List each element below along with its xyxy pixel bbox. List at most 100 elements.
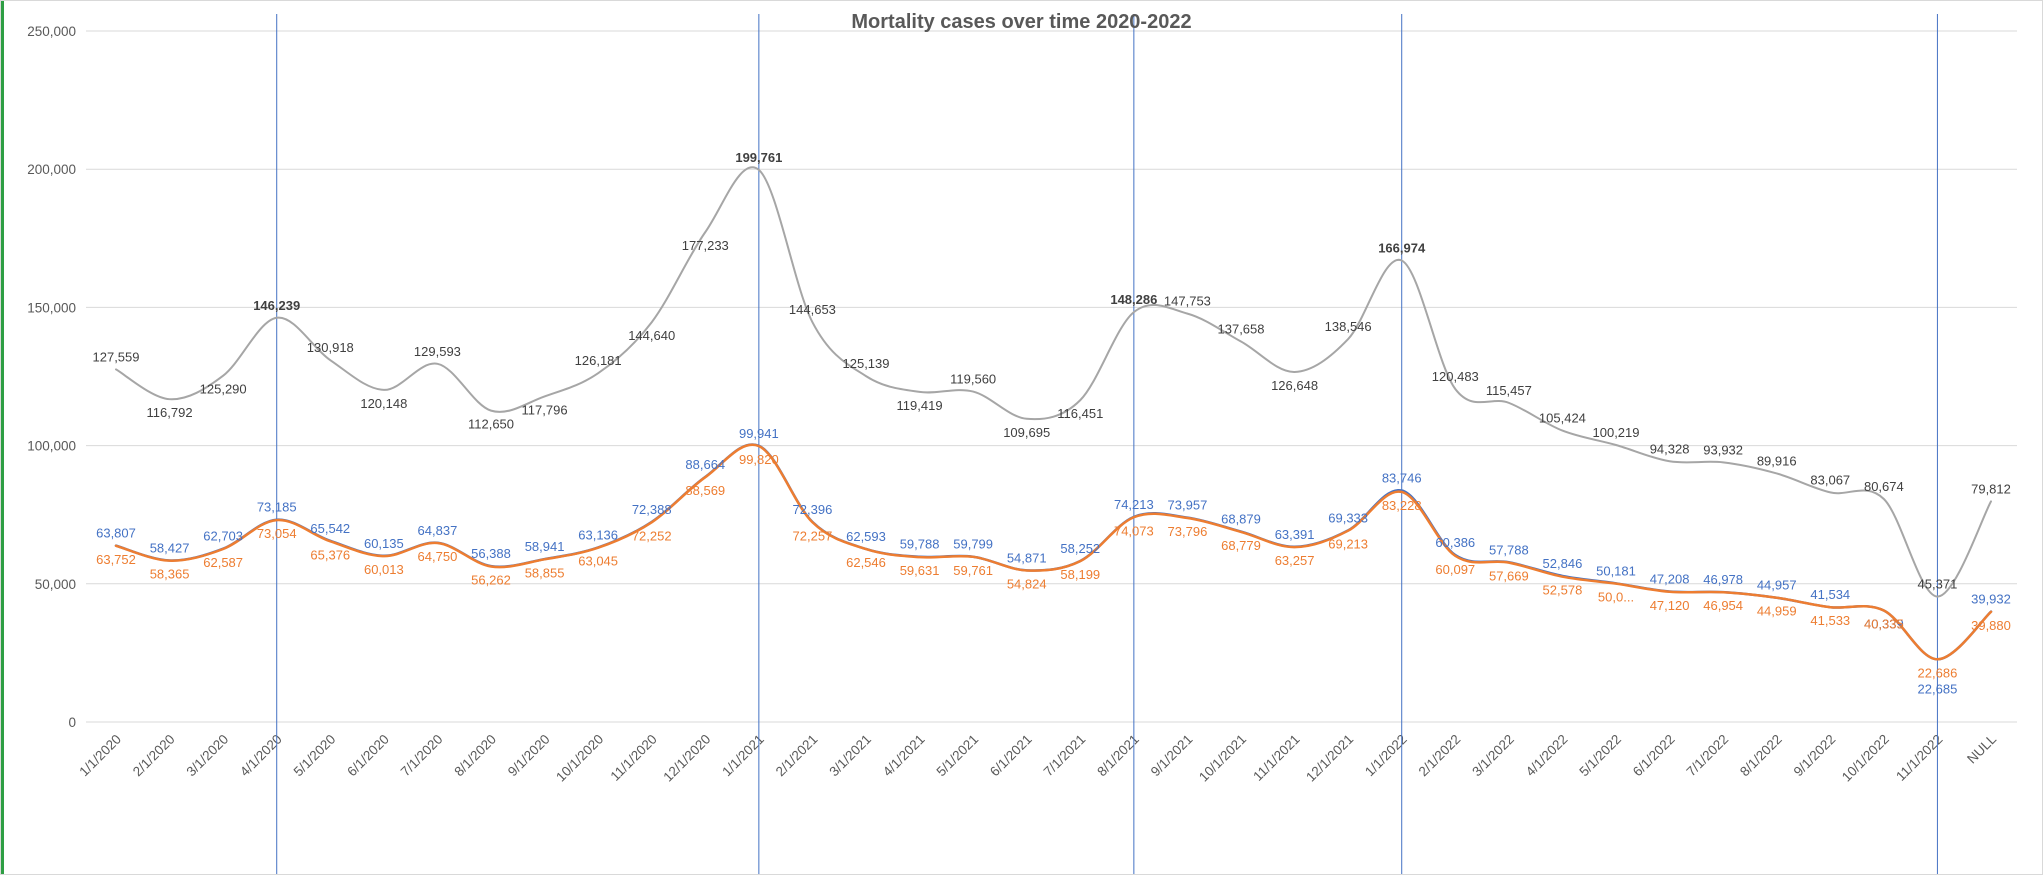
x-axis-tick-label: 7/1/2020 xyxy=(398,732,446,780)
gray-series-data-label: 144,653 xyxy=(789,302,836,317)
x-axis-tick-label: 10/1/2021 xyxy=(1196,732,1249,785)
blue-series-data-label: 58,941 xyxy=(525,539,565,554)
gray-series-data-label: 147,753 xyxy=(1164,294,1211,309)
x-axis-tick-label: 5/1/2022 xyxy=(1576,732,1624,780)
orange-series-data-label: 56,262 xyxy=(471,572,511,587)
x-axis-tick-label: 1/1/2020 xyxy=(76,732,124,780)
gray-series-data-label: 177,233 xyxy=(682,238,729,253)
orange-series-line xyxy=(114,443,1993,661)
blue-series-data-label: 57,788 xyxy=(1489,542,1529,557)
gray-series-data-label: 89,916 xyxy=(1757,453,1797,468)
gray-series-data-label: 125,290 xyxy=(200,382,247,397)
x-axis-tick-label: 6/1/2020 xyxy=(344,732,392,780)
x-axis-tick-label: 2/1/2020 xyxy=(130,732,178,780)
gray-series-data-label: 105,424 xyxy=(1539,411,1586,426)
orange-series-data-label: 54,824 xyxy=(1007,576,1047,591)
gray-series-data-label: 120,483 xyxy=(1432,369,1479,384)
gray-series-data-label: 126,181 xyxy=(575,353,622,368)
x-axis-tick-label: 11/1/2020 xyxy=(607,732,659,784)
blue-series-data-label: 59,788 xyxy=(900,537,940,552)
y-axis-tick-label: 150,000 xyxy=(27,300,76,315)
orange-series-data-label: 72,257 xyxy=(793,528,833,543)
x-axis-tick-label: 9/1/2022 xyxy=(1791,732,1839,780)
blue-series-data-label: 59,799 xyxy=(953,537,993,552)
gray-series-data-label: 129,593 xyxy=(414,344,461,359)
orange-series-data-label: 47,120 xyxy=(1650,598,1690,613)
gray-series-data-label: 112,650 xyxy=(468,417,514,432)
blue-series-data-label: 39,932 xyxy=(1971,592,2011,607)
gray-series-data-label: 127,559 xyxy=(93,349,140,364)
blue-series-data-label: 58,252 xyxy=(1060,541,1100,556)
gray-series-data-label: 80,674 xyxy=(1864,479,1904,494)
blue-series-data-label: 60,135 xyxy=(364,536,404,551)
gray-series-data-label: 146,239 xyxy=(253,298,300,313)
orange-series-data-label: 40,335 xyxy=(1864,617,1904,632)
blue-series-data-label: 46,978 xyxy=(1703,572,1743,587)
gray-series-data-label: 117,796 xyxy=(522,402,568,417)
x-axis-tick-label: NULL xyxy=(1964,731,1999,766)
orange-series-data-label: 41,533 xyxy=(1810,613,1850,628)
blue-series-data-label: 47,208 xyxy=(1650,572,1690,587)
gray-series-data-label: 126,648 xyxy=(1271,378,1318,393)
blue-series-data-label: 68,879 xyxy=(1221,512,1261,527)
y-axis-tick-label: 100,000 xyxy=(27,439,76,454)
x-axis-tick-label: 12/1/2021 xyxy=(1303,732,1356,785)
orange-series-data-label: 39,880 xyxy=(1971,618,2011,633)
orange-series-data-label: 69,213 xyxy=(1328,537,1368,552)
orange-series-data-label: 73,796 xyxy=(1168,524,1208,539)
orange-series-data-label: 63,257 xyxy=(1275,553,1315,568)
x-axis-tick-label: 2/1/2021 xyxy=(773,732,821,780)
y-axis-tick-label: 50,000 xyxy=(35,577,76,592)
x-axis-tick-label: 1/1/2022 xyxy=(1362,732,1410,780)
gray-series-data-label: 125,139 xyxy=(843,356,890,371)
x-axis-tick-label: 1/1/2021 xyxy=(719,732,767,780)
x-axis-tick-label: 5/1/2020 xyxy=(291,732,339,780)
orange-series-data-label: 57,669 xyxy=(1489,569,1529,584)
orange-series-data-label: 59,761 xyxy=(953,563,993,578)
blue-series-data-label: 88,664 xyxy=(685,457,725,472)
x-axis-tick-label: 10/1/2022 xyxy=(1839,732,1892,785)
x-axis-tick-label: 12/1/2020 xyxy=(660,732,713,785)
orange-series-data-label: 88,569 xyxy=(685,483,725,498)
left-edge-accent xyxy=(1,1,4,874)
gray-series-line xyxy=(115,166,1992,598)
blue-series-data-label: 74,213 xyxy=(1114,497,1154,512)
gray-series-data-label: 148,286 xyxy=(1110,292,1157,307)
x-axis-tick-label: 8/1/2022 xyxy=(1737,732,1785,780)
orange-series-data-label: 58,855 xyxy=(525,565,565,580)
blue-series-data-label: 62,593 xyxy=(846,529,886,544)
x-axis-tick-label: 6/1/2022 xyxy=(1630,732,1678,780)
orange-series-data-label: 74,073 xyxy=(1114,523,1154,538)
x-axis-tick-label: 10/1/2020 xyxy=(553,732,606,785)
blue-series-data-label: 65,542 xyxy=(310,521,350,536)
x-axis-tick-label: 9/1/2021 xyxy=(1148,732,1196,780)
gray-series-data-label: 166,974 xyxy=(1378,240,1426,255)
orange-series-data-label: 22,686 xyxy=(1918,665,1958,680)
x-axis-tick-label: 4/1/2020 xyxy=(237,732,285,780)
blue-series-data-label: 52,846 xyxy=(1543,556,1583,571)
orange-series-data-label: 46,954 xyxy=(1703,598,1743,613)
blue-series-data-label: 63,136 xyxy=(578,527,618,542)
x-axis-tick-label: 2/1/2022 xyxy=(1416,732,1464,780)
gray-series-data-label: 93,932 xyxy=(1703,442,1743,457)
x-axis-tick-label: 7/1/2021 xyxy=(1041,732,1089,780)
blue-series-data-label: 54,871 xyxy=(1007,550,1047,565)
x-axis-tick-label: 5/1/2021 xyxy=(933,732,981,780)
x-axis-tick-label: 7/1/2022 xyxy=(1683,732,1731,780)
x-axis-tick-label: 3/1/2021 xyxy=(826,732,874,780)
y-axis-tick-label: 0 xyxy=(68,715,76,730)
x-axis-tick-label: 4/1/2022 xyxy=(1523,732,1571,780)
x-axis-tick-label: 11/1/2021 xyxy=(1250,732,1302,784)
gray-series-data-label: 199,761 xyxy=(735,150,782,165)
orange-series-data-label: 58,365 xyxy=(150,567,190,582)
orange-series-data-label: 52,578 xyxy=(1543,583,1583,598)
gray-series-data-label: 119,560 xyxy=(950,372,996,387)
blue-series-data-label: 99,941 xyxy=(739,426,779,441)
blue-series-data-label: 22,685 xyxy=(1918,681,1958,696)
blue-series-data-label: 63,807 xyxy=(96,526,136,541)
orange-series-data-label: 65,376 xyxy=(310,547,350,562)
gray-series-data-label: 138,546 xyxy=(1325,319,1372,334)
y-axis-tick-label: 200,000 xyxy=(27,162,76,177)
